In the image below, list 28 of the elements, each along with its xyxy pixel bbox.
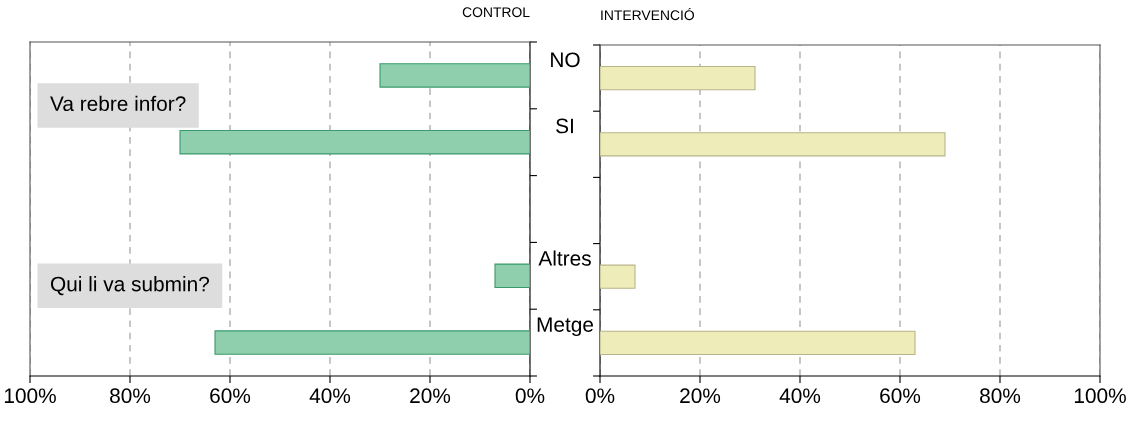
annotation: Qui li va submin? xyxy=(50,276,210,296)
x-tick-label: 20% xyxy=(680,388,721,404)
x-tick-label: 100% xyxy=(1074,388,1126,404)
chart-title: CONTROL xyxy=(462,7,530,18)
x-tick-label: 100% xyxy=(4,388,56,404)
x-tick-label: 80% xyxy=(110,388,151,404)
y-tick-label: SI xyxy=(556,118,573,134)
bar xyxy=(214,330,530,355)
y-tick-label: Metge xyxy=(537,317,594,337)
x-tick-label: 0% xyxy=(585,388,615,404)
x-tick-label: 20% xyxy=(410,388,451,404)
bar xyxy=(179,129,530,155)
bar xyxy=(600,65,756,91)
bar xyxy=(600,264,636,289)
annotation: Va rebre infor? xyxy=(50,95,186,112)
x-tick-label: 40% xyxy=(779,388,821,404)
x-tick-label: 60% xyxy=(880,388,921,404)
y-tick-label: Altres xyxy=(538,250,591,266)
bar xyxy=(600,132,946,157)
y-tick-label: NO xyxy=(551,52,580,68)
bar xyxy=(379,63,530,88)
bar xyxy=(494,263,530,289)
x-tick-label: 40% xyxy=(309,388,351,404)
chart-title: INTERVENCIÓ xyxy=(601,7,695,21)
x-tick-label: 0% xyxy=(515,388,545,404)
x-tick-label: 60% xyxy=(210,388,251,404)
x-tick-label: 80% xyxy=(980,388,1021,404)
bar xyxy=(600,330,916,356)
